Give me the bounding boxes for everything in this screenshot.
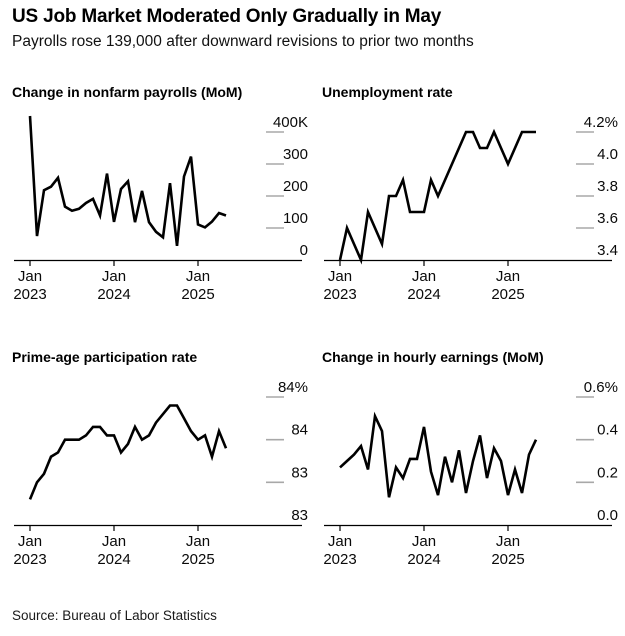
y-tick-label: 0.0	[597, 507, 618, 524]
panel-title-nonfarm-payrolls: Change in nonfarm payrolls (MoM)	[12, 84, 243, 100]
series-line	[28, 115, 227, 247]
page-title: US Job Market Moderated Only Gradually i…	[12, 6, 442, 27]
panel-unemployment-rate: Unemployment rate Jan 2023 Jan 2024 Jan 2025 4…	[322, 84, 624, 303]
x-tick-label-month: Jan	[496, 533, 520, 550]
x-tick-label-month: Jan	[102, 268, 126, 285]
x-tick-label-year: 2024	[97, 551, 130, 568]
panel-nonfarm-payrolls: Change in nonfarm payrolls (MoM) Jan 2023…	[12, 84, 314, 303]
x-tick-label-month: Jan	[328, 533, 352, 550]
y-tick-label: 0.2	[597, 464, 618, 481]
y-tick-label: 200	[283, 178, 308, 195]
panel-title-hourly-earnings: Change in hourly earnings (MoM)	[322, 349, 544, 365]
x-tick-label-month: Jan	[186, 268, 210, 285]
y-tick-label: 84%	[278, 379, 308, 396]
x-tick-label-year: 2023	[323, 286, 356, 303]
y-tick-label: 3.8	[597, 178, 618, 195]
series-line	[338, 128, 536, 265]
y-tick-label: 4.0	[597, 146, 618, 163]
x-tick-label-year: 2024	[97, 286, 130, 303]
x-tick-label-month: Jan	[186, 533, 210, 550]
x-tick-label-month: Jan	[18, 268, 42, 285]
series-line	[339, 411, 538, 498]
x-tick-label-year: 2023	[13, 286, 46, 303]
y-tick-label: 4.2%	[584, 114, 618, 131]
y-tick-label: 100	[283, 210, 308, 227]
x-tick-label-year: 2024	[407, 286, 440, 303]
panel-title-participation-rate: Prime-age participation rate	[12, 349, 198, 365]
y-tick-label: 84	[291, 422, 308, 439]
x-tick-label-month: Jan	[412, 268, 436, 285]
x-tick-label-month: Jan	[18, 533, 42, 550]
panel-hourly-earnings: Change in hourly earnings (MoM) Jan 2023 J…	[322, 349, 624, 568]
y-tick-label: 0	[300, 242, 308, 259]
panel-title-unemployment-rate: Unemployment rate	[322, 84, 453, 100]
x-tick-label-month: Jan	[102, 533, 126, 550]
series-line	[28, 404, 228, 500]
y-tick-label: 300	[283, 146, 308, 163]
y-tick-label: 83	[291, 464, 308, 481]
x-tick-label-year: 2023	[323, 551, 356, 568]
page-subtitle: Payrolls rose 139,000 after downward rev…	[12, 33, 474, 50]
x-tick-label-month: Jan	[496, 268, 520, 285]
y-tick-label: 0.6%	[584, 379, 618, 396]
source-note: Source: Bureau of Labor Statistics	[12, 608, 217, 623]
x-tick-label-year: 2025	[181, 286, 214, 303]
y-tick-label: 3.4	[597, 242, 618, 259]
y-tick-label: 3.6	[597, 210, 618, 227]
x-tick-label-month: Jan	[328, 268, 352, 285]
y-tick-label: 83	[291, 507, 308, 524]
y-tick-label: 400K	[273, 114, 308, 131]
panel-participation-rate: Prime-age participation rate Jan 2023 Jan 2…	[12, 349, 314, 568]
x-tick-label-year: 2025	[181, 551, 214, 568]
x-tick-label-year: 2025	[491, 551, 524, 568]
y-tick-label: 0.4	[597, 422, 618, 439]
x-tick-label-year: 2025	[491, 286, 524, 303]
x-tick-label-year: 2024	[407, 551, 440, 568]
x-tick-label-year: 2023	[13, 551, 46, 568]
x-tick-label-month: Jan	[412, 533, 436, 550]
